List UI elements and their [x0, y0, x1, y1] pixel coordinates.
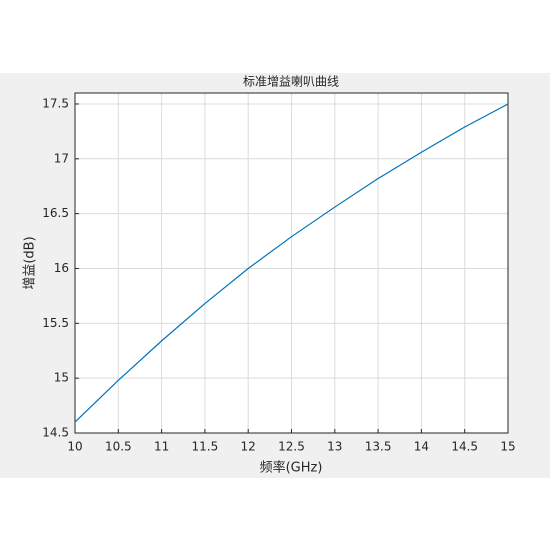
x-axis-label: 频率(GHz) — [260, 460, 323, 476]
axes-box — [74, 92, 509, 434]
y-tick-label: 15.5 — [42, 316, 69, 330]
x-tick-label: 11.5 — [192, 440, 219, 454]
x-tick-label: 13 — [327, 440, 342, 454]
y-tick-label: 17 — [54, 151, 69, 165]
x-tick-label: 15 — [500, 440, 515, 454]
y-axis-label: 增益(dB) — [23, 236, 38, 289]
x-tick-label: 10.5 — [105, 440, 132, 454]
y-tick-label: 17.5 — [42, 96, 69, 110]
y-tick-label: 16.5 — [42, 206, 69, 220]
data-line — [74, 103, 509, 423]
x-tick-label: 11 — [154, 440, 169, 454]
y-tick-label: 14.5 — [42, 426, 69, 440]
x-tick-label: 14 — [414, 440, 429, 454]
x-tick-label: 13.5 — [365, 440, 392, 454]
x-tick-label: 12 — [241, 440, 256, 454]
x-tick-label: 12.5 — [278, 440, 305, 454]
chart-title: 标准增益喇叭曲线 — [243, 74, 339, 89]
x-tick-label: 10 — [67, 440, 82, 454]
x-tick-label: 14.5 — [451, 440, 478, 454]
y-tick-label: 15 — [54, 371, 69, 385]
y-tick-label: 16 — [54, 261, 69, 275]
